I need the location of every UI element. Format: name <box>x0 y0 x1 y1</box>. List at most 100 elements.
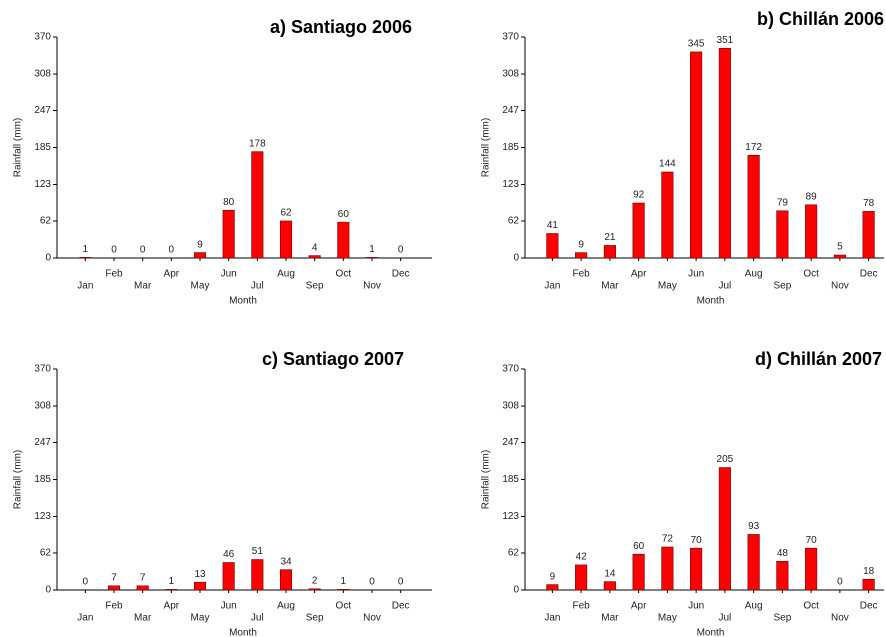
y-tick-label: 123 <box>34 179 51 190</box>
x-tick-label: Jul <box>251 613 264 624</box>
bar <box>337 589 350 591</box>
bar <box>776 561 789 591</box>
x-tick-label: Dec <box>860 269 878 280</box>
y-tick-label: 0 <box>513 253 519 264</box>
value-label: 7 <box>140 572 146 583</box>
chart-title: a) Santiago 2006 <box>270 17 412 37</box>
x-tick-label: Mar <box>601 613 619 624</box>
x-tick-label: Nov <box>363 613 381 624</box>
x-tick-label: Feb <box>573 601 591 612</box>
x-tick-label: Nov <box>831 281 849 292</box>
value-label: 72 <box>662 534 674 545</box>
value-label: 351 <box>717 35 734 46</box>
x-tick-label: Jan <box>77 613 93 624</box>
x-tick-label: Oct <box>803 601 819 612</box>
value-label: 1 <box>169 576 175 587</box>
value-label: 1 <box>341 576 347 587</box>
bar <box>603 581 616 591</box>
x-tick-label: Mar <box>601 281 619 292</box>
y-tick-label: 370 <box>502 32 519 43</box>
value-label: 0 <box>169 245 175 256</box>
chart-title: d) Chillán 2007 <box>755 349 882 369</box>
value-label: 1 <box>369 244 375 255</box>
x-tick-label: Sep <box>773 281 791 292</box>
bar <box>661 546 674 591</box>
bar <box>107 585 121 591</box>
bar <box>833 254 846 259</box>
y-tick-label: 370 <box>34 364 51 375</box>
value-label: 9 <box>197 239 203 250</box>
x-tick-label: Mar <box>134 613 152 624</box>
x-tick-label: Dec <box>860 601 878 612</box>
x-tick-label: May <box>191 613 210 624</box>
bar <box>193 581 207 591</box>
value-label: 89 <box>806 191 818 202</box>
y-axis-label: Rainfall (mm) <box>481 450 492 509</box>
bar <box>165 589 178 591</box>
value-label: 14 <box>604 568 616 579</box>
x-tick-label: Apr <box>631 601 647 612</box>
x-tick-label: Feb <box>105 269 123 280</box>
value-label: 0 <box>111 245 117 256</box>
value-label: 62 <box>280 208 292 219</box>
y-tick-label: 0 <box>513 585 519 596</box>
bar <box>365 257 379 259</box>
bar <box>575 564 588 591</box>
x-tick-label: Oct <box>803 269 819 280</box>
x-tick-label: Apr <box>164 601 180 612</box>
value-label: 4 <box>312 242 318 253</box>
value-label: 9 <box>550 571 556 582</box>
value-label: 51 <box>252 546 264 557</box>
bar <box>337 221 350 259</box>
x-tick-label: May <box>191 281 210 292</box>
x-tick-label: Aug <box>745 601 763 612</box>
value-label: 93 <box>748 521 760 532</box>
value-label: 178 <box>249 138 266 149</box>
y-tick-label: 247 <box>34 437 51 448</box>
y-tick-label: 62 <box>508 216 520 227</box>
bar <box>661 171 674 259</box>
value-label: 60 <box>633 541 645 552</box>
x-tick-label: Jun <box>221 601 237 612</box>
x-tick-label: Dec <box>392 601 410 612</box>
bar <box>308 255 321 259</box>
y-tick-label: 185 <box>502 142 519 153</box>
bar <box>136 585 149 591</box>
y-tick-label: 185 <box>34 474 51 485</box>
bar <box>747 534 760 591</box>
bar <box>718 467 731 591</box>
bar <box>279 569 293 591</box>
x-tick-label: May <box>658 613 677 624</box>
value-label: 18 <box>863 566 875 577</box>
x-tick-label: Jul <box>718 281 731 292</box>
bar <box>862 578 875 591</box>
bar <box>718 48 731 259</box>
x-tick-label: Jan <box>544 281 560 292</box>
bar <box>690 547 703 591</box>
y-tick-label: 308 <box>502 69 519 80</box>
y-tick-label: 185 <box>502 474 519 485</box>
bar <box>251 151 264 259</box>
x-tick-label: Apr <box>164 269 180 280</box>
x-tick-label: Jun <box>688 601 704 612</box>
bar <box>308 588 321 591</box>
x-tick-label: Aug <box>277 601 295 612</box>
x-axis-label: Month <box>697 628 725 637</box>
bar <box>805 547 818 591</box>
value-label: 0 <box>398 245 404 256</box>
x-tick-label: Jun <box>221 269 237 280</box>
y-tick-label: 247 <box>502 437 519 448</box>
y-tick-label: 62 <box>40 548 52 559</box>
bar <box>747 154 760 259</box>
y-axis-label: Rainfall (mm) <box>13 450 24 509</box>
y-tick-label: 247 <box>34 105 51 116</box>
bar <box>603 245 616 259</box>
bar <box>193 252 207 259</box>
bar <box>632 202 645 259</box>
bar <box>805 204 818 259</box>
x-tick-label: Feb <box>573 269 591 280</box>
y-axis-label: Rainfall (mm) <box>481 118 492 177</box>
value-label: 78 <box>863 198 875 209</box>
x-tick-label: Oct <box>336 269 352 280</box>
